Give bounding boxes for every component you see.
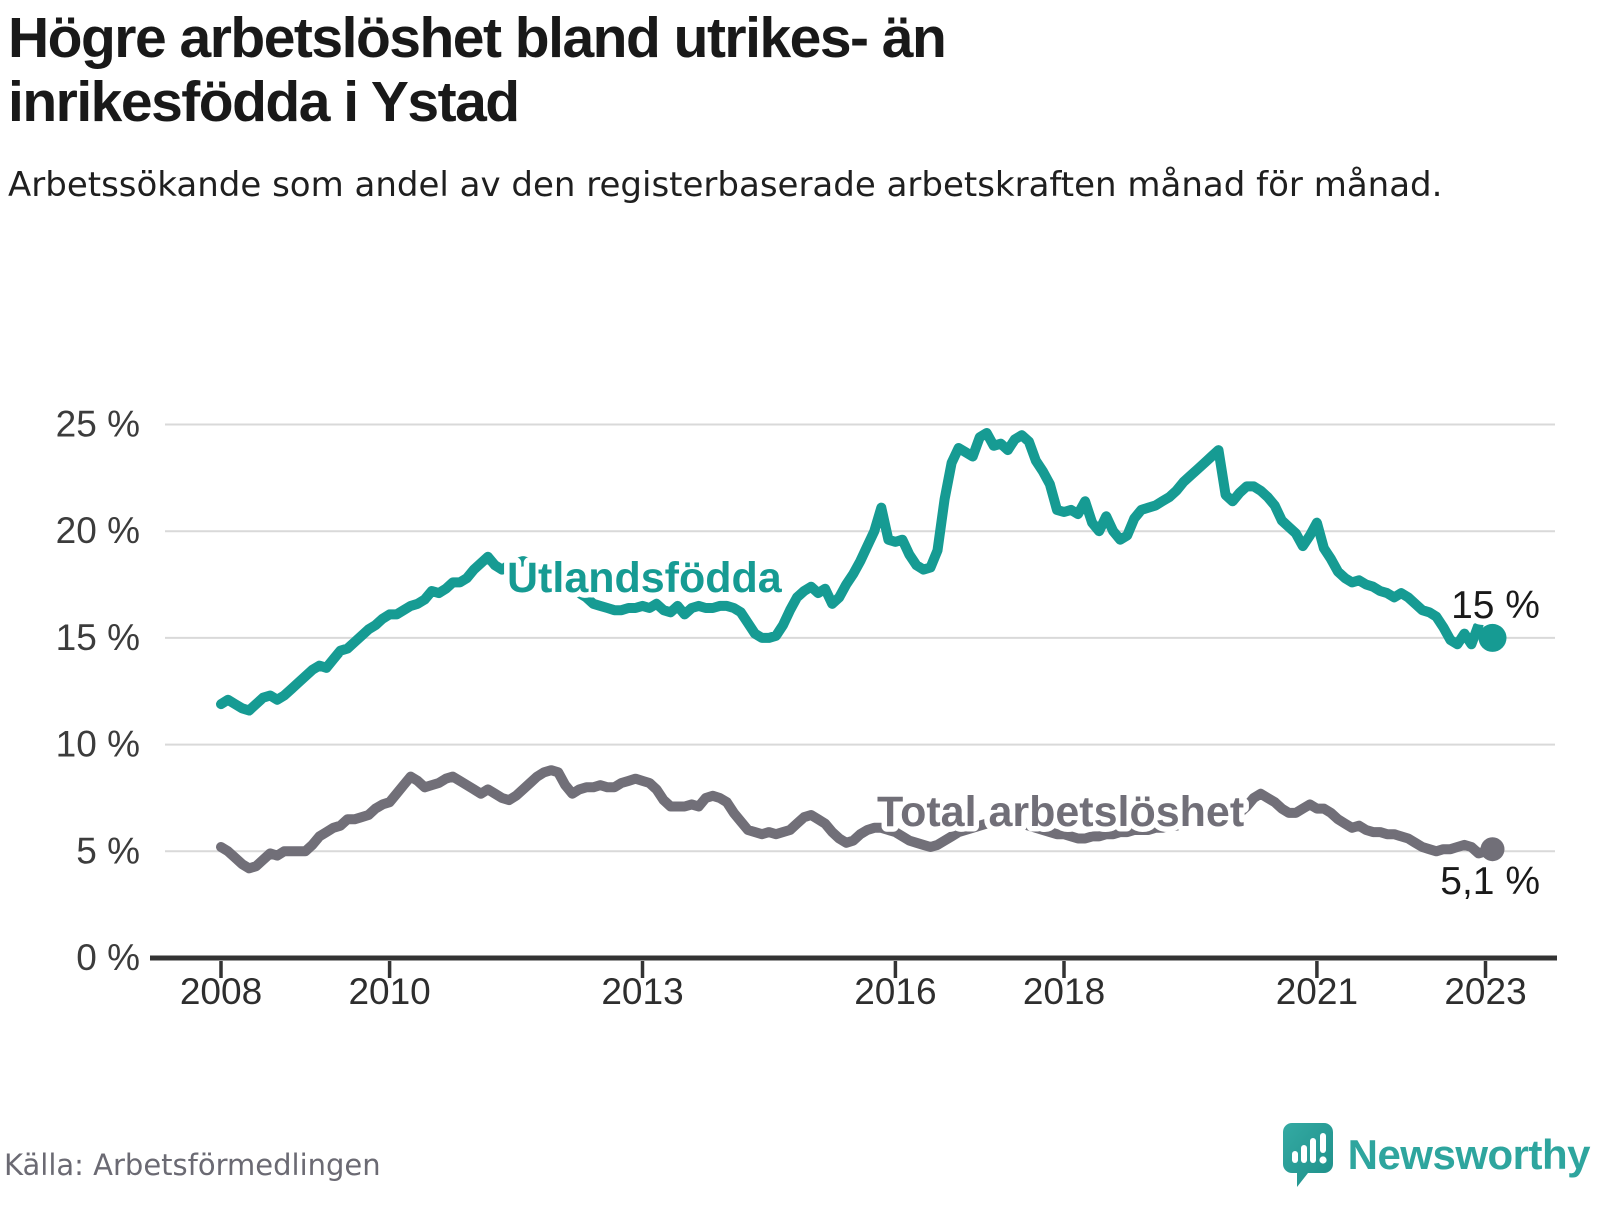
end-dot-utlandsfodda — [1478, 623, 1507, 652]
series-line-total-arbetsloshet — [216, 765, 1491, 874]
source-note: Källa: Arbetsförmedlingen — [4, 1148, 381, 1182]
series-label-utlandsfodda: Utlandsfödda — [507, 554, 783, 602]
series-line-utlandsfodda — [216, 428, 1484, 716]
x-axis-tick-label-2010: 2010 — [348, 971, 430, 1012]
x-axis-tick-label-2008: 2008 — [180, 971, 262, 1012]
end-label-utlandsfodda: 15 % — [1451, 584, 1540, 627]
newsworthy-brand: Newsworthy — [1282, 1120, 1591, 1190]
chart-subtitle: Arbetssökande som andel av den registerb… — [8, 164, 1443, 205]
newsworthy-logo-text: Newsworthy — [1347, 1131, 1591, 1178]
y-axis-tick-label-5: 5 % — [76, 830, 140, 871]
newsworthy-logo-icon — [1282, 1123, 1333, 1187]
y-axis-tick-label-20: 20 % — [56, 510, 140, 551]
x-axis-tick-label-2023: 2023 — [1444, 971, 1526, 1012]
end-dot-total-arbetsloshet — [1480, 837, 1505, 862]
y-axis-tick-label-10: 10 % — [56, 724, 140, 765]
y-axis-tick-label-25: 25 % — [56, 404, 140, 445]
series-label-total-arbetsloshet: Total arbetslöshet — [877, 788, 1244, 836]
chart-title: Högre arbetslöshet bland utrikes- än inr… — [8, 6, 947, 135]
chart-header: Högre arbetslöshet bland utrikes- än inr… — [8, 6, 1588, 209]
x-axis-tick-label-2018: 2018 — [1023, 971, 1105, 1012]
chart-footer: Källa: Arbetsförmedlingen Newsworthy — [0, 1110, 1600, 1200]
y-axis-tick-label-0: 0 % — [76, 937, 140, 978]
end-label-total-arbetsloshet: 5,1 % — [1440, 860, 1540, 903]
x-axis-tick-label-2021: 2021 — [1276, 971, 1358, 1012]
y-axis-tick-label-15: 15 % — [56, 617, 140, 658]
x-axis-tick-label-2016: 2016 — [854, 971, 936, 1012]
x-axis-tick-label-2013: 2013 — [601, 971, 683, 1012]
